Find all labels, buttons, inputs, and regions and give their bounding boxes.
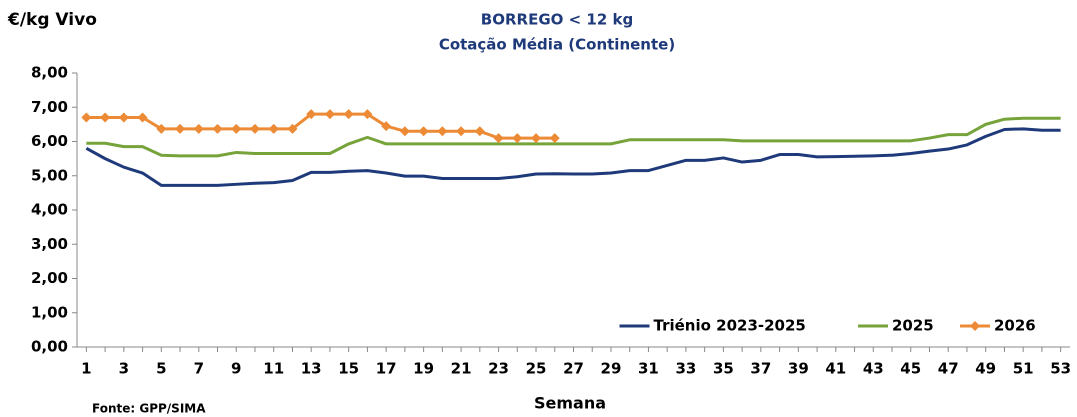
x-tick-label: 37 bbox=[750, 360, 771, 378]
series-marker bbox=[549, 133, 560, 144]
y-tick-label: 4,00 bbox=[31, 201, 68, 219]
series-marker bbox=[231, 123, 242, 134]
x-tick-label: 15 bbox=[338, 360, 359, 378]
series-line bbox=[86, 112, 555, 140]
series-marker bbox=[381, 121, 392, 132]
x-tick-label: 25 bbox=[526, 360, 547, 378]
y-tick-label: 7,00 bbox=[31, 98, 68, 116]
series-marker bbox=[193, 123, 204, 134]
x-tick-label: 7 bbox=[194, 360, 204, 378]
x-tick-label: 29 bbox=[601, 360, 622, 378]
x-tick-label: 21 bbox=[451, 360, 472, 378]
series-line bbox=[85, 127, 1061, 187]
x-tick-label: 23 bbox=[488, 360, 509, 378]
x-tick-label: 33 bbox=[675, 360, 696, 378]
y-tick-label: 2,00 bbox=[31, 269, 68, 287]
y-tick-label: 1,00 bbox=[31, 303, 68, 321]
y-tick-label: 3,00 bbox=[31, 235, 68, 253]
x-tick-label: 45 bbox=[900, 360, 921, 378]
series-marker bbox=[343, 109, 354, 120]
series-marker bbox=[268, 123, 279, 134]
x-tick-label: 3 bbox=[119, 360, 129, 378]
series-marker bbox=[81, 112, 92, 123]
x-tick-label: 27 bbox=[563, 360, 584, 378]
x-tick-label: 51 bbox=[1013, 360, 1034, 378]
y-axis-label: €/kg Vivo bbox=[7, 10, 97, 30]
chart-subtitle: Cotação Média (Continente) bbox=[439, 36, 675, 54]
series-marker bbox=[493, 133, 504, 144]
series-marker bbox=[399, 126, 410, 137]
x-tick-label: 41 bbox=[825, 360, 846, 378]
legend-label: Triénio 2023-2025 bbox=[654, 317, 806, 335]
y-tick-label: 5,00 bbox=[31, 166, 68, 184]
source: Fonte: GPP/SIMA bbox=[92, 402, 206, 416]
series-marker bbox=[287, 123, 298, 134]
series-marker bbox=[212, 123, 223, 134]
y-tick-label: 0,00 bbox=[31, 338, 68, 356]
series-marker bbox=[531, 133, 542, 144]
x-tick-label: 5 bbox=[156, 360, 166, 378]
x-tick-label: 19 bbox=[413, 360, 434, 378]
series-marker bbox=[156, 123, 167, 134]
series-marker bbox=[418, 126, 429, 137]
chart-title: BORREGO < 12 kg bbox=[481, 11, 633, 29]
x-tick-label: 39 bbox=[788, 360, 809, 378]
series-marker bbox=[324, 109, 335, 120]
series-marker bbox=[456, 126, 467, 137]
series-marker bbox=[100, 112, 111, 123]
x-tick-label: 43 bbox=[863, 360, 884, 378]
series-marker bbox=[249, 123, 260, 134]
series-marker bbox=[118, 112, 129, 123]
series-marker bbox=[474, 126, 485, 137]
series-marker bbox=[306, 109, 317, 120]
x-tick-label: 17 bbox=[376, 360, 397, 378]
series-marker bbox=[137, 112, 148, 123]
y-tick-label: 8,00 bbox=[31, 64, 68, 82]
x-tick-label: 53 bbox=[1050, 360, 1071, 378]
x-axis-label: Semana bbox=[534, 394, 606, 413]
legend-label: 2026 bbox=[994, 317, 1036, 335]
series-marker bbox=[362, 109, 373, 120]
x-tick-label: 9 bbox=[231, 360, 241, 378]
series-line bbox=[86, 116, 1061, 158]
y-tick-label: 6,00 bbox=[31, 132, 68, 150]
x-tick-label: 13 bbox=[301, 360, 322, 378]
x-tick-label: 1 bbox=[81, 360, 91, 378]
x-tick-label: 31 bbox=[638, 360, 659, 378]
series-marker bbox=[437, 126, 448, 137]
legend-label: 2025 bbox=[892, 317, 934, 335]
series-marker bbox=[175, 123, 186, 134]
legend-marker bbox=[970, 321, 980, 331]
x-tick-label: 35 bbox=[713, 360, 734, 378]
x-tick-label: 11 bbox=[263, 360, 284, 378]
x-tick-label: 49 bbox=[975, 360, 996, 378]
x-tick-label: 47 bbox=[938, 360, 959, 378]
series-marker bbox=[512, 133, 523, 144]
